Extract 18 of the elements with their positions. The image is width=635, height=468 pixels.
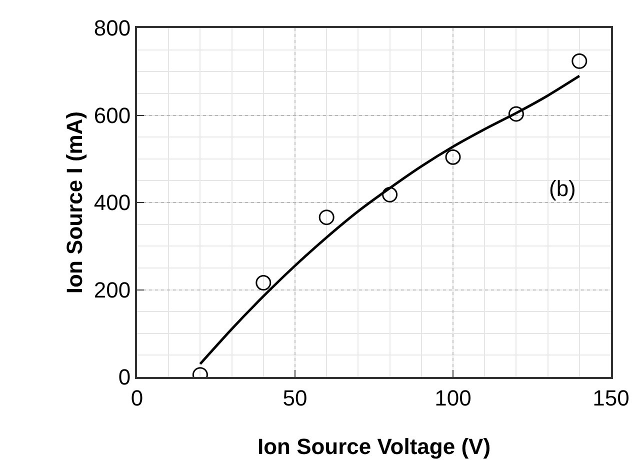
point	[572, 53, 588, 69]
x-tick-label: 50	[282, 385, 308, 410]
y-tick-label: 200	[94, 277, 131, 302]
point	[318, 210, 334, 226]
y-tick-label: 600	[94, 102, 131, 128]
point	[382, 186, 398, 202]
y-tick-label: 400	[94, 190, 131, 216]
line-series	[198, 74, 581, 366]
x-tick-label: 100	[434, 385, 472, 410]
point	[508, 106, 524, 122]
point	[256, 275, 272, 291]
y-tick-label: 800	[94, 16, 131, 41]
y-axis-title: Ion Source I (mA)	[62, 111, 87, 294]
annotation: (b)	[549, 176, 576, 201]
x-tick-label: 150	[592, 385, 630, 410]
x-axis-title: Ion Source Voltage (V)	[257, 434, 491, 459]
y-tick-label: 0	[118, 364, 131, 390]
point	[445, 149, 461, 165]
